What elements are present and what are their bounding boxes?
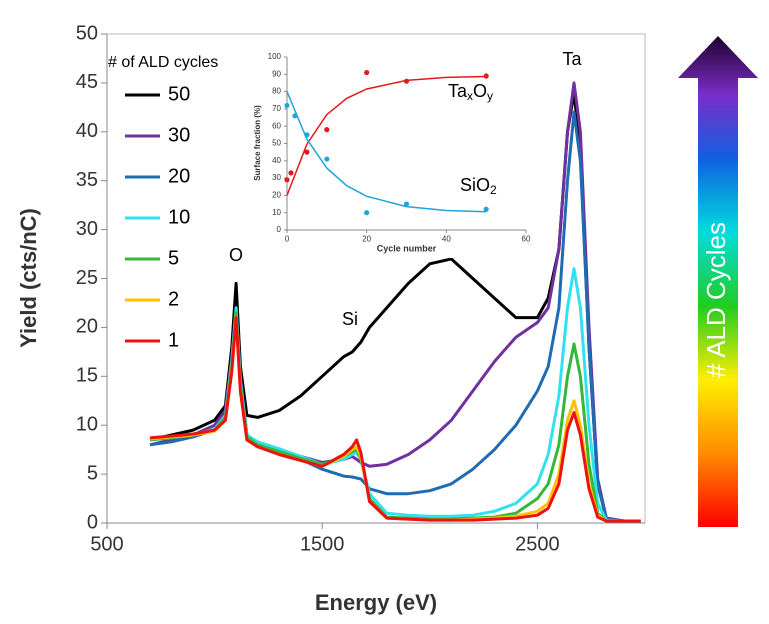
annotation: Si	[342, 309, 358, 329]
annotation: O	[229, 245, 243, 265]
x-tick-label: 500	[90, 533, 123, 555]
series-line	[149, 316, 641, 523]
fit-line	[286, 91, 487, 213]
y-tick-label: 35	[76, 169, 98, 191]
inset-y-label: Surface fraction (%)	[253, 105, 262, 181]
series-label-part: SiO	[460, 175, 490, 195]
y-tick-label: 70	[272, 104, 281, 113]
legend-label: 2	[168, 288, 179, 310]
series-label-part: O	[473, 81, 487, 101]
scatter-point	[403, 78, 410, 84]
y-tick-label: 90	[272, 69, 281, 78]
legend-label: 1	[168, 329, 179, 351]
x-tick-label: 40	[442, 235, 451, 244]
scatter-point	[364, 210, 370, 216]
scatter-point	[304, 132, 310, 138]
scatter-point	[284, 177, 290, 183]
y-axis-label: Yield (cts/nC)	[16, 208, 41, 348]
series-label: TaxOy	[448, 81, 493, 103]
scatter-point	[483, 73, 489, 79]
y-tick-label: 40	[76, 120, 98, 142]
legend-label: 5	[168, 247, 179, 269]
series-label: SiO2	[460, 175, 497, 197]
scatter-point	[364, 69, 370, 76]
y-tick-label: 100	[268, 52, 282, 61]
x-axis-label: Energy (eV)	[315, 590, 437, 615]
y-tick-label: 45	[76, 71, 98, 93]
scatter-point	[288, 170, 294, 176]
y-tick-label: 15	[76, 365, 98, 387]
y-tick-label: 80	[272, 87, 281, 96]
y-tick-label: 0	[87, 511, 98, 533]
colorbar-label: # ALD Cycles	[701, 222, 731, 378]
legend-label: 20	[168, 165, 190, 187]
scatter-point	[483, 206, 489, 212]
y-tick-label: 0	[277, 225, 282, 234]
legend-title: # of ALD cycles	[108, 54, 218, 71]
inset-background	[248, 44, 538, 258]
series-label-part: Ta	[448, 81, 468, 101]
x-tick-label: 20	[362, 235, 371, 244]
legend-label: 30	[168, 124, 190, 146]
y-tick-label: 10	[76, 413, 98, 435]
legend-label: 50	[168, 83, 190, 105]
scatter-point	[304, 149, 310, 155]
scatter-point	[284, 102, 290, 109]
y-tick-label: 20	[76, 316, 98, 338]
x-tick-label: 2500	[515, 533, 560, 555]
scatter-point	[324, 156, 330, 162]
y-tick-label: 10	[272, 208, 281, 217]
inset-x-label: Cycle number	[377, 243, 437, 253]
x-tick-label: 1500	[300, 533, 345, 555]
scatter-point	[292, 113, 298, 119]
y-tick-label: 40	[272, 156, 281, 165]
legend-label: 10	[168, 206, 190, 228]
series-label-part: x	[467, 89, 473, 103]
y-tick-label: 30	[272, 173, 281, 182]
y-tick-label: 60	[272, 121, 281, 130]
x-tick-label: 0	[285, 235, 290, 244]
annotation: Ta	[562, 49, 582, 69]
y-tick-label: 5	[87, 462, 98, 484]
colorbar-arrow	[678, 36, 758, 527]
scatter-point	[403, 201, 410, 207]
y-tick-label: 50	[76, 22, 98, 44]
series-label-part: y	[487, 89, 493, 103]
y-tick-label: 25	[76, 267, 98, 289]
y-tick-label: 50	[272, 139, 281, 148]
y-tick-label: 30	[76, 218, 98, 240]
x-tick-label: 60	[522, 235, 531, 244]
y-tick-label: 20	[272, 191, 281, 200]
fit-line	[286, 75, 487, 196]
scatter-point	[324, 127, 330, 133]
series-label-part: 2	[490, 183, 497, 197]
series-line	[149, 267, 641, 523]
